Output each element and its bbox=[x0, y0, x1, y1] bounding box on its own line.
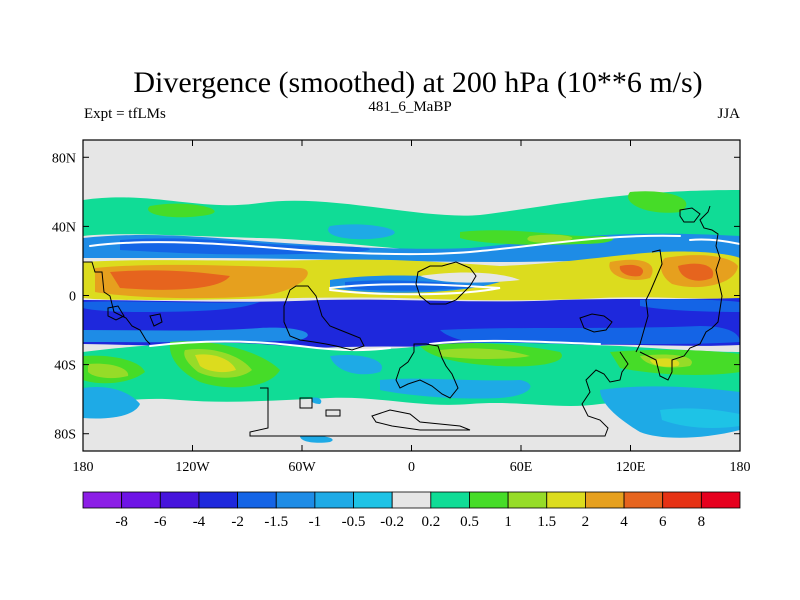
colorbar-label: -6 bbox=[154, 514, 167, 530]
y-tick-label: 40N bbox=[52, 220, 76, 235]
north-midlat-band bbox=[83, 190, 740, 252]
colorbar-label: -1.5 bbox=[264, 514, 288, 530]
x-tick-label: 180 bbox=[73, 460, 94, 475]
experiment-label: Expt = tfLMs bbox=[84, 106, 166, 122]
x-tick-label: 60E bbox=[510, 460, 533, 475]
colorbar-swatch bbox=[159, 491, 200, 509]
colorbar: -8 -6 -4 -2 -1.5 -1 -0.5 -0.2 0.2 0.5 1 1.5 2 4 6 8 bbox=[82, 491, 741, 530]
colorbar-swatch bbox=[469, 491, 509, 509]
equatorial-band bbox=[83, 298, 740, 349]
colorbar-swatch bbox=[507, 491, 548, 509]
colorbar-swatch bbox=[546, 491, 586, 509]
y-tick-label: 40S bbox=[54, 359, 76, 374]
run-label: 481_6_MaBP bbox=[368, 99, 451, 115]
colorbar-label: 2 bbox=[582, 514, 590, 530]
colorbar-label: -0.5 bbox=[342, 514, 366, 530]
x-tick-label: 0 bbox=[408, 460, 415, 475]
colorbar-label: 1 bbox=[504, 514, 512, 530]
season-label: JJA bbox=[717, 106, 740, 122]
y-axis: 80N 40N 0 40S 80S bbox=[52, 151, 740, 443]
colorbar-label: -2 bbox=[231, 514, 244, 530]
x-axis: 180 120W 60W 0 60E 120E 180 bbox=[73, 140, 751, 475]
colorbar-swatch bbox=[237, 491, 277, 509]
zero-contours bbox=[89, 234, 740, 352]
colorbar-swatch bbox=[353, 491, 393, 509]
x-tick-label: 180 bbox=[730, 460, 751, 475]
y-tick-label: 80S bbox=[54, 428, 76, 443]
colorbar-label: -4 bbox=[193, 514, 206, 530]
colorbar-swatch bbox=[391, 491, 432, 509]
colorbar-swatch bbox=[121, 491, 161, 509]
colorbar-swatch bbox=[275, 491, 316, 509]
colorbar-swatch bbox=[314, 491, 354, 509]
chart-title: Divergence (smoothed) at 200 hPa (10**6 … bbox=[133, 66, 702, 99]
map-area bbox=[83, 140, 740, 451]
colorbar-swatch bbox=[585, 491, 625, 509]
colorbar-swatch bbox=[430, 491, 470, 509]
colorbar-label: -0.2 bbox=[380, 514, 404, 530]
colorbar-label: 8 bbox=[698, 514, 706, 530]
colorbar-swatch bbox=[700, 491, 741, 509]
colorbar-swatch bbox=[198, 491, 238, 509]
colorbar-label: -8 bbox=[115, 514, 128, 530]
x-tick-label: 120W bbox=[175, 460, 210, 475]
colorbar-label: 0.2 bbox=[421, 514, 440, 530]
colorbar-swatch bbox=[662, 491, 702, 509]
colorbar-label: 4 bbox=[620, 514, 628, 530]
colorbar-label: 0.5 bbox=[460, 514, 479, 530]
colorbar-label: 6 bbox=[659, 514, 667, 530]
coastlines bbox=[83, 205, 723, 437]
colorbar-label: 1.5 bbox=[537, 514, 556, 530]
colorbar-label: -1 bbox=[309, 514, 322, 530]
x-tick-label: 120E bbox=[616, 460, 646, 475]
south-highlat-band bbox=[83, 378, 740, 443]
colorbar-swatch bbox=[82, 491, 123, 509]
colorbar-swatch bbox=[623, 491, 664, 509]
y-tick-label: 0 bbox=[69, 290, 76, 305]
y-tick-label: 80N bbox=[52, 151, 76, 166]
x-tick-label: 60W bbox=[288, 460, 316, 475]
